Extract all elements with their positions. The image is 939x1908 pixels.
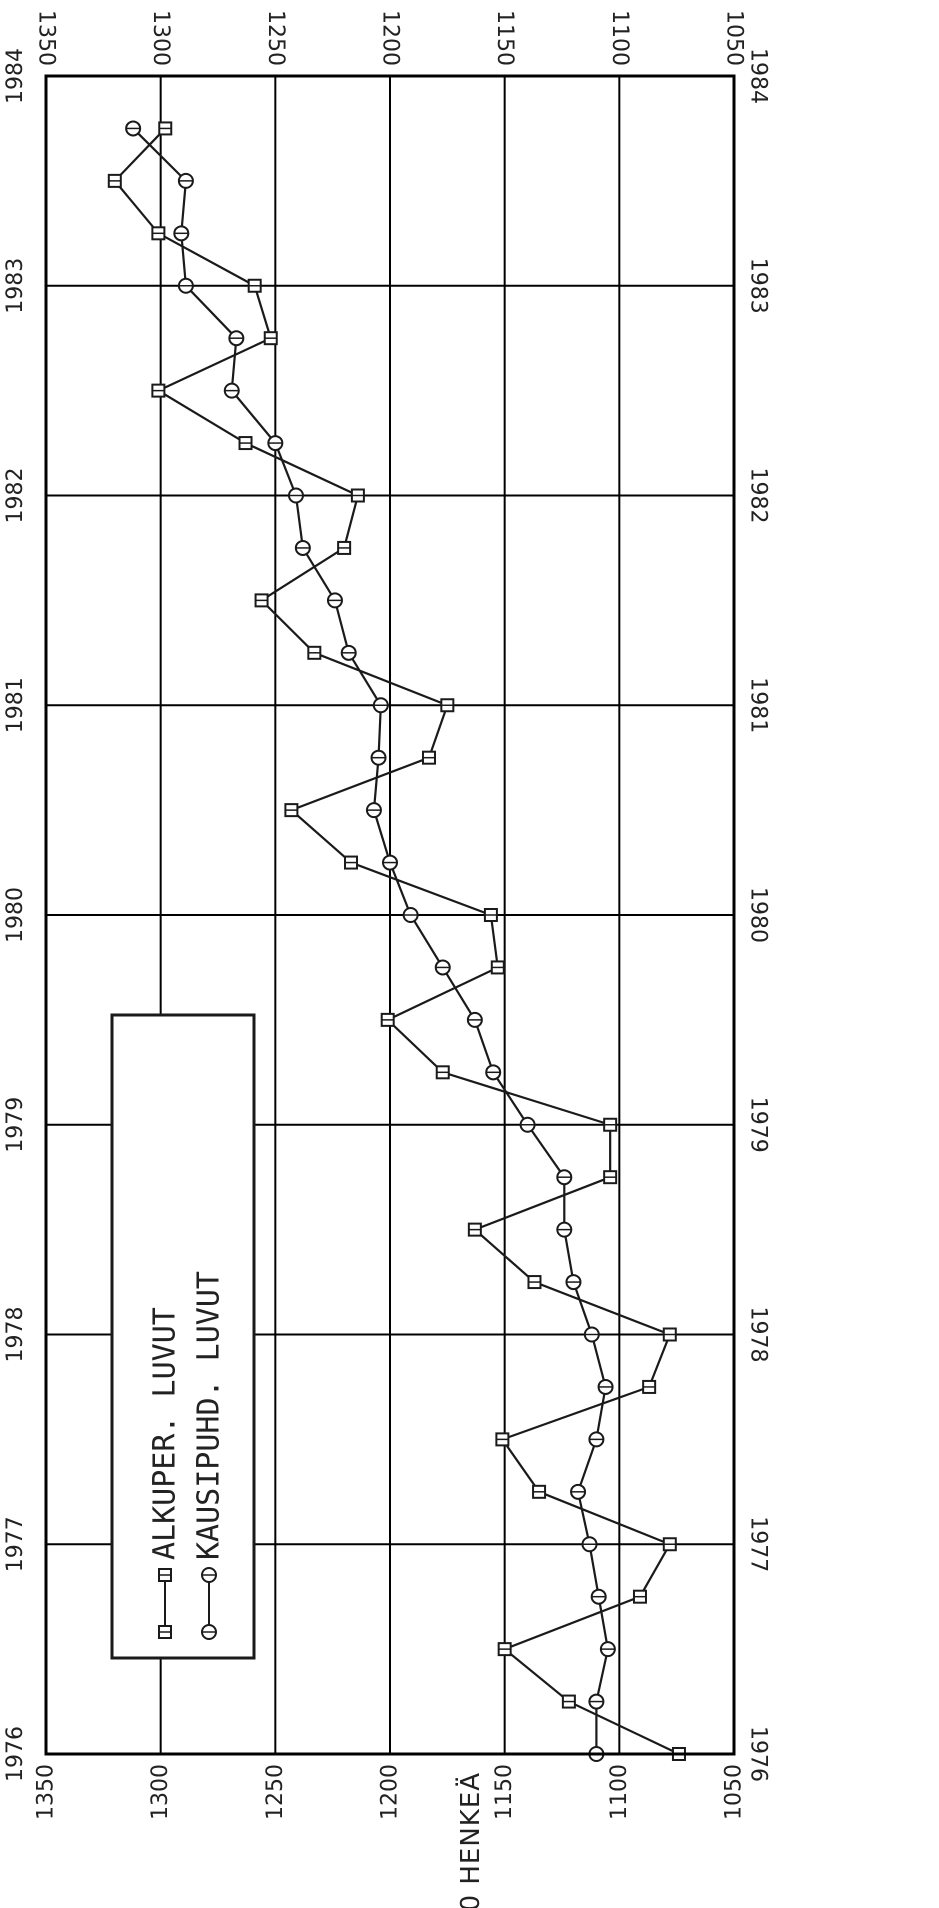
legend-box <box>110 1013 256 1660</box>
plot-frame <box>44 74 736 1756</box>
x-tick-label-left: 1980 <box>3 887 28 943</box>
series-line <box>113 127 680 1755</box>
series <box>107 120 686 1762</box>
y-tick-label-top: 1050 <box>722 10 747 66</box>
y-tick-label-bottom: 1100 <box>607 1764 632 1820</box>
x-tick-label-left: 1976 <box>3 1726 28 1782</box>
series-line <box>132 127 609 1754</box>
x-tick-label-right: 1984 <box>746 48 771 104</box>
legend-label: KAUSIPUHD. LUVUT <box>192 1271 227 1560</box>
y-tick-label-top: 1250 <box>263 10 288 66</box>
x-tick-label-right: 1981 <box>746 677 771 733</box>
y-tick-label-bottom: 1350 <box>34 1764 59 1820</box>
y-axis-title: 1000 HENKEÄ <box>454 1772 486 1908</box>
legend: ALKUPER. LUVUT KAUSIPUHD. LUVUT <box>110 1013 256 1660</box>
series-alkuper <box>107 121 686 1761</box>
x-tick-label-right: 1977 <box>746 1516 771 1572</box>
y-tick-label-bottom: 1200 <box>378 1764 403 1820</box>
x-tick-label-right: 1978 <box>746 1307 771 1363</box>
x-tick-label-left: 1977 <box>3 1516 28 1572</box>
x-tick-label-left: 1979 <box>3 1097 28 1153</box>
series-kausipuhd <box>125 120 616 1762</box>
x-tick-label-right: 1976 <box>746 1726 771 1782</box>
y-tick-label-top: 1300 <box>148 10 173 66</box>
y-tick-label-bottom: 1300 <box>148 1764 173 1820</box>
y-tick-label-top: 1350 <box>34 10 59 66</box>
x-tick-label-left: 1981 <box>3 677 28 733</box>
y-tick-label-bottom: 1050 <box>722 1764 747 1820</box>
legend-label: ALKUPER. LUVUT <box>148 1307 183 1560</box>
x-tick-label-left: 1984 <box>3 48 28 104</box>
y-tick-label-top: 1100 <box>607 10 632 66</box>
y-tick-label-top: 1150 <box>492 10 517 66</box>
x-tick-label-right: 1979 <box>746 1097 771 1153</box>
x-tick-label-right: 1982 <box>746 468 771 524</box>
x-tick-label-left: 1978 <box>3 1307 28 1363</box>
x-tick-label-left: 1982 <box>3 468 28 524</box>
x-tick-label-left: 1983 <box>3 258 28 314</box>
y-tick-label-bottom: 1250 <box>263 1764 288 1820</box>
y-tick-label-top: 1200 <box>378 10 403 66</box>
tick-labels: 1976 1976 1977 1977 1978 1978 1979 1979 1980 1980… <box>3 10 771 1820</box>
x-tick-label-right: 1980 <box>746 887 771 943</box>
x-tick-label-right: 1983 <box>746 258 771 314</box>
y-tick-label-bottom: 1150 <box>492 1764 517 1820</box>
